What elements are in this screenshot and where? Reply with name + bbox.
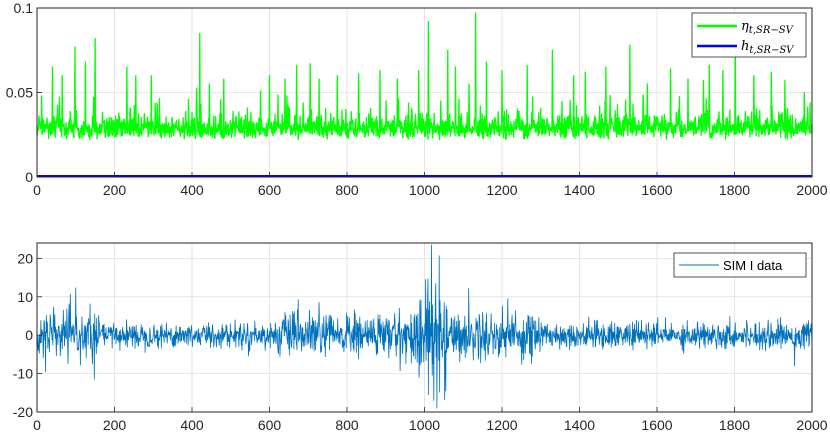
y-tick-label: 0.05	[6, 85, 33, 101]
x-tick-label: 800	[335, 182, 359, 198]
x-tick-label: 200	[103, 417, 127, 433]
x-tick-label: 1400	[564, 417, 595, 433]
legend-h-label: ht,SR−SV	[741, 39, 795, 56]
bottom-ticks: 0 200 400 600 800 1000 1200 1400 1600 1800 2000-20…	[13, 250, 828, 433]
x-tick-label: 1000	[409, 182, 440, 198]
y-tick-label: 0.1	[14, 0, 34, 16]
series-line-0-0	[36, 12, 813, 141]
x-tick-label: 0	[33, 417, 41, 433]
bottom-axes: 0 200 400 600 800 1000 1200 1400 1600 1800 2000-20…	[13, 242, 828, 433]
bottom-data	[36, 244, 813, 409]
x-tick-label: 1000	[409, 417, 440, 433]
x-tick-label: 1800	[719, 417, 750, 433]
x-tick-label: 2000	[796, 182, 827, 198]
legend-eta-label: ηt,SR−SV	[741, 19, 795, 36]
x-tick-label: 1400	[564, 182, 595, 198]
y-tick-label: -10	[13, 366, 33, 382]
x-tick-label: 200	[103, 182, 127, 198]
bottom-legend: SIM I data	[673, 252, 807, 278]
x-tick-label: 600	[258, 417, 282, 433]
top-legend-box	[691, 12, 807, 58]
legend-simdata-label: SIM I data	[723, 258, 783, 273]
y-tick-label: -20	[13, 404, 33, 420]
x-tick-label: 400	[180, 417, 204, 433]
x-tick-label: 400	[180, 182, 204, 198]
y-tick-label: 20	[17, 250, 33, 266]
x-tick-label: 800	[335, 417, 359, 433]
x-tick-label: 1800	[719, 182, 750, 198]
y-tick-label: 0	[25, 327, 33, 343]
x-tick-label: 1600	[641, 417, 672, 433]
x-tick-label: 0	[33, 182, 41, 198]
x-tick-label: 600	[258, 182, 282, 198]
x-tick-label: 1600	[641, 182, 672, 198]
top-axes: 0 200 400 600 800 1000 1200 1400 1600 1800 2000 0 0.…	[6, 0, 828, 198]
x-tick-label: 1200	[486, 182, 517, 198]
y-tick-label: 10	[17, 289, 33, 305]
x-tick-label: 2000	[796, 417, 827, 433]
y-tick-label: 0	[25, 169, 33, 185]
top-ticks: 0 200 400 600 800 1000 1200 1400 1600 1800 2000 0 0.…	[6, 0, 828, 198]
x-tick-label: 1200	[486, 417, 517, 433]
top-legend: ηt,SR−SV ht,SR−SV	[691, 12, 807, 58]
series-line-1-0	[36, 244, 813, 409]
